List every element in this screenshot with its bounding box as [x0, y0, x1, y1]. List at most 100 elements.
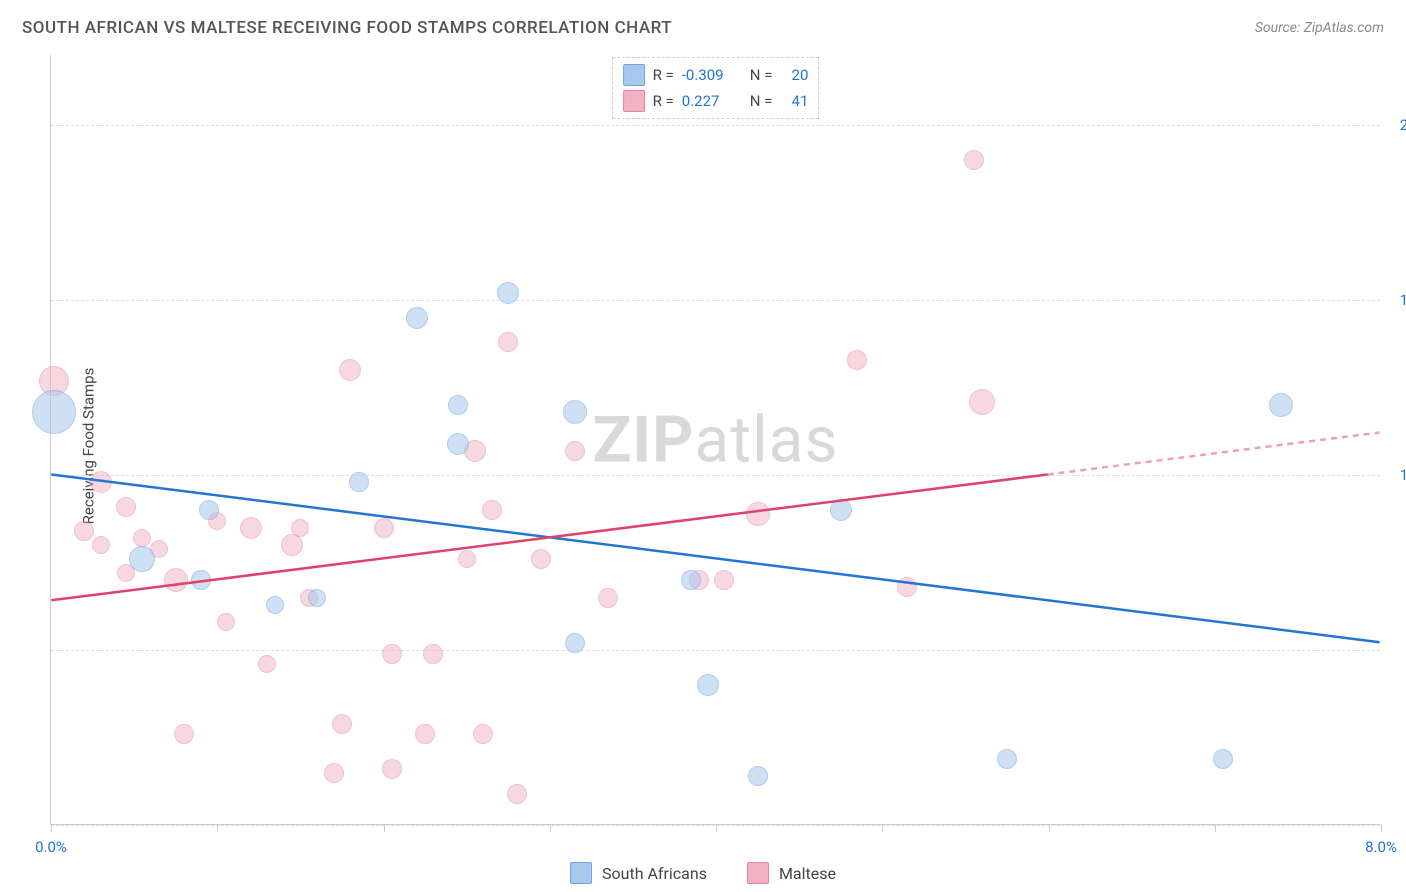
data-point-south_africans: [748, 766, 768, 786]
data-point-south_africans: [997, 749, 1017, 769]
legend-swatch: [623, 90, 645, 112]
data-point-south_africans: [497, 282, 519, 304]
x-tick: [1049, 824, 1050, 832]
data-point-maltese: [382, 759, 402, 779]
x-tick: [384, 824, 385, 832]
gridline: [51, 300, 1380, 301]
r-label: R =: [653, 66, 674, 84]
gridline: [51, 475, 1380, 476]
data-point-south_africans: [681, 570, 701, 590]
x-tick: [1215, 824, 1216, 832]
data-point-maltese: [473, 724, 493, 744]
gridline: [51, 125, 1380, 126]
series-legend: South Africans Maltese: [570, 862, 836, 884]
data-point-maltese: [291, 519, 309, 537]
legend-stat-row: R = -0.309 N = 20: [623, 62, 809, 88]
data-point-maltese: [415, 724, 435, 744]
data-point-maltese: [714, 570, 734, 590]
data-point-maltese: [964, 150, 984, 170]
data-point-south_africans: [266, 596, 284, 614]
data-point-maltese: [332, 714, 352, 734]
data-point-maltese: [90, 471, 112, 493]
legend-swatch: [623, 64, 645, 86]
n-value: 41: [780, 92, 808, 110]
n-label: N =: [750, 92, 773, 110]
data-point-maltese: [374, 518, 394, 538]
x-tick: [550, 824, 551, 832]
data-point-south_africans: [129, 546, 155, 572]
data-point-south_africans: [448, 395, 468, 415]
data-point-maltese: [969, 389, 995, 415]
data-point-south_africans: [406, 307, 428, 329]
data-point-maltese: [217, 613, 235, 631]
data-point-south_africans: [565, 633, 585, 653]
data-point-maltese: [258, 655, 276, 673]
x-tick: [716, 824, 717, 832]
source-label: Source: ZipAtlas.com: [1255, 20, 1384, 36]
data-point-maltese: [174, 724, 194, 744]
x-tick-label: 8.0%: [1365, 838, 1397, 856]
data-point-maltese: [423, 644, 443, 664]
n-value: 20: [780, 66, 808, 84]
data-point-maltese: [565, 441, 585, 461]
data-point-maltese: [847, 350, 867, 370]
trendline-south_africans: [51, 474, 1379, 642]
legend-item: Maltese: [747, 862, 836, 884]
data-point-maltese: [74, 521, 94, 541]
data-point-maltese: [746, 502, 770, 526]
x-tick: [1381, 824, 1382, 832]
gridline: [51, 650, 1380, 651]
data-point-maltese: [498, 332, 518, 352]
legend-swatch: [570, 862, 592, 884]
data-point-south_africans: [697, 674, 719, 696]
data-point-maltese: [482, 500, 502, 520]
legend-label: Maltese: [779, 864, 836, 883]
data-point-maltese: [116, 497, 136, 517]
data-point-maltese: [281, 534, 303, 556]
chart-header: SOUTH AFRICAN VS MALTESE RECEIVING FOOD …: [22, 18, 1384, 38]
r-value: 0.227: [682, 92, 742, 110]
legend-label: South Africans: [602, 864, 707, 883]
scatter-plot: ZIPatlas R =-0.309N =20R = 0.227N =41 5.…: [50, 55, 1380, 825]
r-label: R =: [653, 92, 674, 110]
legend-stat-row: R = 0.227 N = 41: [623, 88, 809, 114]
data-point-south_africans: [563, 400, 587, 424]
trendline-maltese-extrapolated: [1048, 433, 1380, 475]
data-point-maltese: [531, 549, 551, 569]
x-tick-label: 0.0%: [35, 838, 67, 856]
data-point-maltese: [339, 359, 361, 381]
data-point-south_africans: [191, 570, 211, 590]
r-value: -0.309: [682, 66, 742, 84]
y-tick-label: 15.0%: [1400, 291, 1406, 309]
data-point-south_africans: [1213, 749, 1233, 769]
data-point-maltese: [133, 529, 151, 547]
legend-swatch: [747, 862, 769, 884]
data-point-maltese: [240, 517, 262, 539]
y-tick-label: 10.0%: [1400, 466, 1406, 484]
data-point-south_africans: [349, 472, 369, 492]
watermark: ZIPatlas: [593, 402, 839, 477]
data-point-south_africans: [1269, 393, 1293, 417]
y-tick-label: 20.0%: [1400, 116, 1406, 134]
data-point-maltese: [598, 588, 618, 608]
data-point-maltese: [324, 763, 344, 783]
data-point-maltese: [458, 550, 476, 568]
legend-item: South Africans: [570, 862, 707, 884]
chart-title: SOUTH AFRICAN VS MALTESE RECEIVING FOOD …: [22, 18, 672, 38]
data-point-south_africans: [199, 500, 219, 520]
trendlines-layer: [51, 55, 1380, 824]
data-point-south_africans: [308, 589, 326, 607]
x-tick: [882, 824, 883, 832]
data-point-south_africans: [830, 499, 852, 521]
data-point-south_africans: [447, 433, 469, 455]
data-point-maltese: [897, 577, 917, 597]
x-tick: [51, 824, 52, 832]
data-point-maltese: [92, 536, 110, 554]
data-point-maltese: [164, 568, 188, 592]
data-point-south_africans: [32, 390, 76, 434]
n-label: N =: [750, 66, 773, 84]
x-tick: [217, 824, 218, 832]
data-point-maltese: [382, 644, 402, 664]
correlation-legend: R = -0.309 N = 20 R = 0.227 N = 41: [612, 57, 820, 119]
data-point-maltese: [507, 784, 527, 804]
